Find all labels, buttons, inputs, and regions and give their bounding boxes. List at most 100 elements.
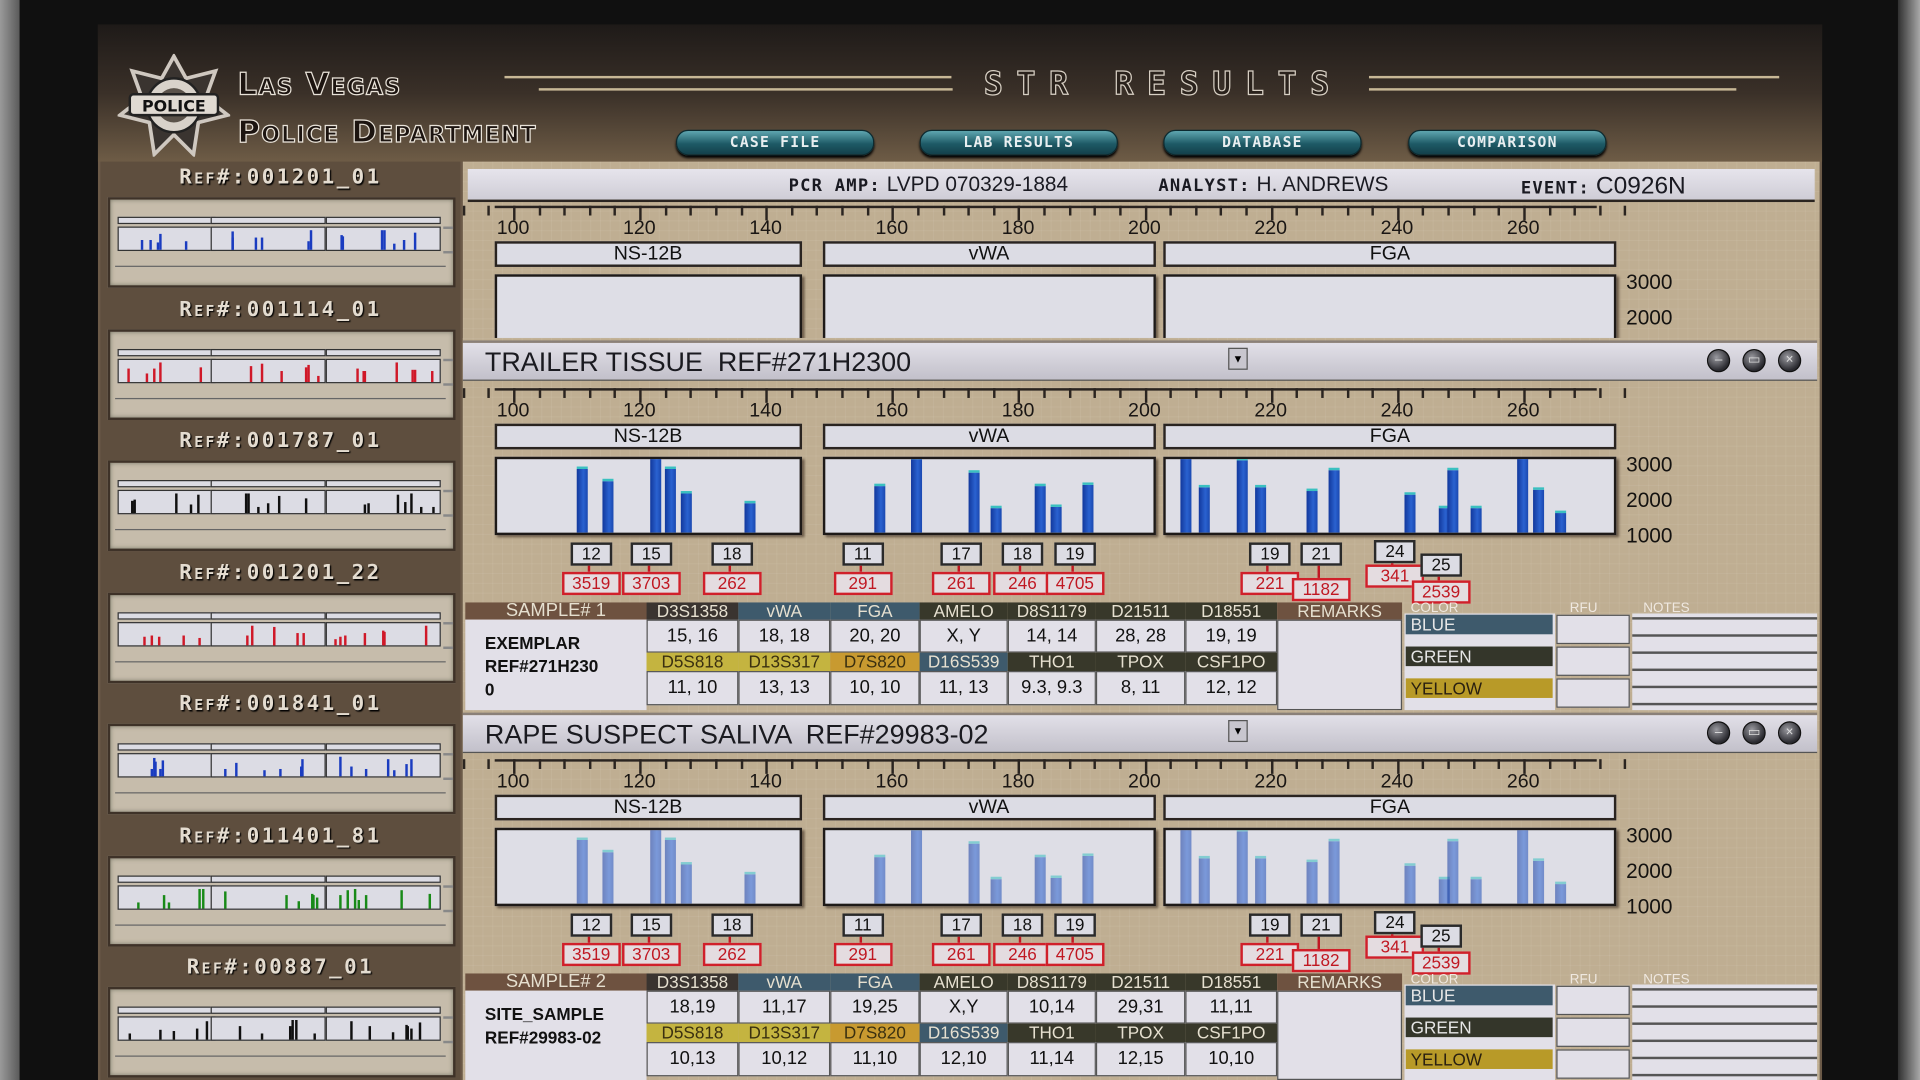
- rfu-cell[interactable]: [1556, 614, 1630, 645]
- peak-bar[interactable]: [990, 505, 1002, 533]
- allele-label[interactable]: 12: [570, 913, 613, 937]
- peak-bar[interactable]: [1236, 459, 1248, 533]
- nav-comparison-button[interactable]: COMPARISON: [1408, 129, 1607, 156]
- peak-bar[interactable]: [1034, 483, 1046, 533]
- window-title-bar[interactable]: RAPE SUSPECT SALIVA REF#29983-02 ▼ – ▭ ×: [462, 712, 1818, 754]
- allele-label[interactable]: 21: [1300, 542, 1342, 566]
- peak-bar[interactable]: [1446, 468, 1459, 533]
- nav-lab-results-button[interactable]: LAB RESULTS: [919, 129, 1118, 156]
- restore-button[interactable]: ▭: [1742, 348, 1766, 373]
- peak-bar[interactable]: [602, 849, 614, 904]
- minimize-button[interactable]: –: [1706, 348, 1731, 373]
- color-channel-green[interactable]: GREEN: [1405, 1017, 1553, 1038]
- peak-bar[interactable]: [1404, 862, 1416, 904]
- genotype-cell[interactable]: 8, 11: [1095, 671, 1186, 706]
- sidebar-thumbnail[interactable]: [107, 723, 456, 815]
- peak-bar[interactable]: [1034, 854, 1046, 904]
- notes-area[interactable]: [1632, 613, 1818, 711]
- allele-label[interactable]: 19: [1249, 542, 1291, 566]
- peak-bar[interactable]: [602, 478, 614, 533]
- allele-label[interactable]: 19: [1054, 542, 1096, 566]
- peak-bar[interactable]: [1533, 487, 1545, 533]
- sample-dropdown[interactable]: ▼: [1228, 720, 1248, 743]
- allele-label[interactable]: 15: [630, 542, 673, 566]
- rfu-cell[interactable]: [1556, 1017, 1630, 1047]
- allele-label[interactable]: 17: [940, 913, 983, 937]
- nav-database-button[interactable]: DATABASE: [1163, 129, 1362, 156]
- peak-bar[interactable]: [1255, 484, 1267, 533]
- sidebar-thumbnail[interactable]: [107, 986, 456, 1078]
- genotype-cell[interactable]: 12,15: [1095, 1042, 1186, 1077]
- peak-bar[interactable]: [1555, 510, 1567, 533]
- allele-label[interactable]: 18: [711, 913, 753, 937]
- allele-label[interactable]: 18: [711, 542, 753, 566]
- sidebar-thumbnail[interactable]: [107, 592, 456, 683]
- sidebar-ref-label[interactable]: Ref#:00887_01: [186, 955, 375, 980]
- peak-bar[interactable]: [968, 470, 980, 533]
- peak-bar[interactable]: [681, 862, 693, 904]
- peak-bar[interactable]: [911, 459, 923, 533]
- peak-bar[interactable]: [649, 830, 661, 904]
- genotype-cell[interactable]: 28, 28: [1095, 619, 1186, 653]
- genotype-cell[interactable]: 19, 19: [1185, 619, 1278, 653]
- peak-bar[interactable]: [873, 483, 885, 533]
- genotype-cell[interactable]: 10,13: [646, 1042, 739, 1077]
- peak-bar[interactable]: [873, 854, 885, 904]
- peak-bar[interactable]: [665, 466, 677, 533]
- peak-bar[interactable]: [1328, 839, 1340, 904]
- genotype-cell[interactable]: 13, 13: [738, 671, 831, 706]
- sidebar-ref-label[interactable]: Ref#:001201_22: [179, 560, 382, 585]
- peak-bar[interactable]: [1179, 459, 1191, 533]
- peak-bar[interactable]: [1255, 855, 1267, 904]
- peak-bar[interactable]: [968, 841, 980, 904]
- rfu-cell[interactable]: [1556, 1049, 1630, 1079]
- nav-case-file-button[interactable]: CASE FILE: [675, 129, 875, 156]
- genotype-cell[interactable]: 11,11: [1185, 990, 1278, 1024]
- peak-bar[interactable]: [1438, 505, 1450, 533]
- remarks-cell[interactable]: [1277, 619, 1403, 711]
- peak-bar[interactable]: [576, 837, 589, 904]
- peak-bar[interactable]: [1082, 853, 1094, 904]
- peak-bar[interactable]: [1179, 830, 1191, 904]
- peak-bar[interactable]: [1470, 877, 1482, 904]
- color-channel-yellow[interactable]: YELLOW: [1405, 1049, 1553, 1069]
- peak-bar[interactable]: [1555, 881, 1567, 904]
- peak-bar[interactable]: [1236, 830, 1248, 904]
- peak-bar[interactable]: [1533, 858, 1545, 904]
- genotype-cell[interactable]: 20, 20: [830, 619, 920, 653]
- genotype-cell[interactable]: 11,14: [1007, 1042, 1096, 1077]
- allele-label[interactable]: 15: [630, 913, 673, 937]
- genotype-cell[interactable]: 12, 12: [1185, 671, 1278, 706]
- peak-bar[interactable]: [744, 872, 756, 904]
- rfu-cell[interactable]: [1556, 985, 1630, 1016]
- peak-bar[interactable]: [576, 466, 589, 533]
- close-button[interactable]: ×: [1777, 721, 1802, 745]
- peak-bar[interactable]: [1328, 468, 1340, 533]
- rfu-cell[interactable]: [1556, 646, 1630, 676]
- peak-bar[interactable]: [990, 876, 1002, 904]
- allele-label[interactable]: 19: [1054, 913, 1096, 937]
- genotype-cell[interactable]: 18,19: [646, 990, 739, 1024]
- minimize-button[interactable]: –: [1706, 721, 1731, 745]
- peak-bar[interactable]: [1198, 484, 1210, 533]
- peak-bar[interactable]: [1446, 839, 1459, 904]
- genotype-cell[interactable]: 10,12: [738, 1042, 831, 1077]
- sidebar-ref-label[interactable]: Ref#:001787_01: [179, 428, 382, 454]
- genotype-cell[interactable]: 10, 10: [830, 671, 920, 706]
- sidebar-thumbnail[interactable]: [107, 197, 456, 288]
- sample-dropdown[interactable]: ▼: [1228, 347, 1248, 370]
- color-channel-blue[interactable]: BLUE: [1405, 985, 1553, 1006]
- peak-bar[interactable]: [1306, 859, 1318, 904]
- peak-bar[interactable]: [1517, 459, 1529, 533]
- peak-bar[interactable]: [649, 459, 661, 533]
- peak-bar[interactable]: [744, 501, 756, 533]
- peak-bar[interactable]: [1306, 488, 1318, 533]
- peak-bar[interactable]: [681, 491, 693, 533]
- genotype-cell[interactable]: 11, 13: [919, 671, 1008, 706]
- peak-bar[interactable]: [1438, 877, 1450, 904]
- allele-label[interactable]: 11: [841, 913, 884, 937]
- peak-bar[interactable]: [1082, 482, 1094, 533]
- sidebar-ref-label[interactable]: Ref#:011401_81: [179, 823, 382, 848]
- close-button[interactable]: ×: [1777, 348, 1802, 373]
- sidebar-thumbnail[interactable]: [107, 328, 456, 420]
